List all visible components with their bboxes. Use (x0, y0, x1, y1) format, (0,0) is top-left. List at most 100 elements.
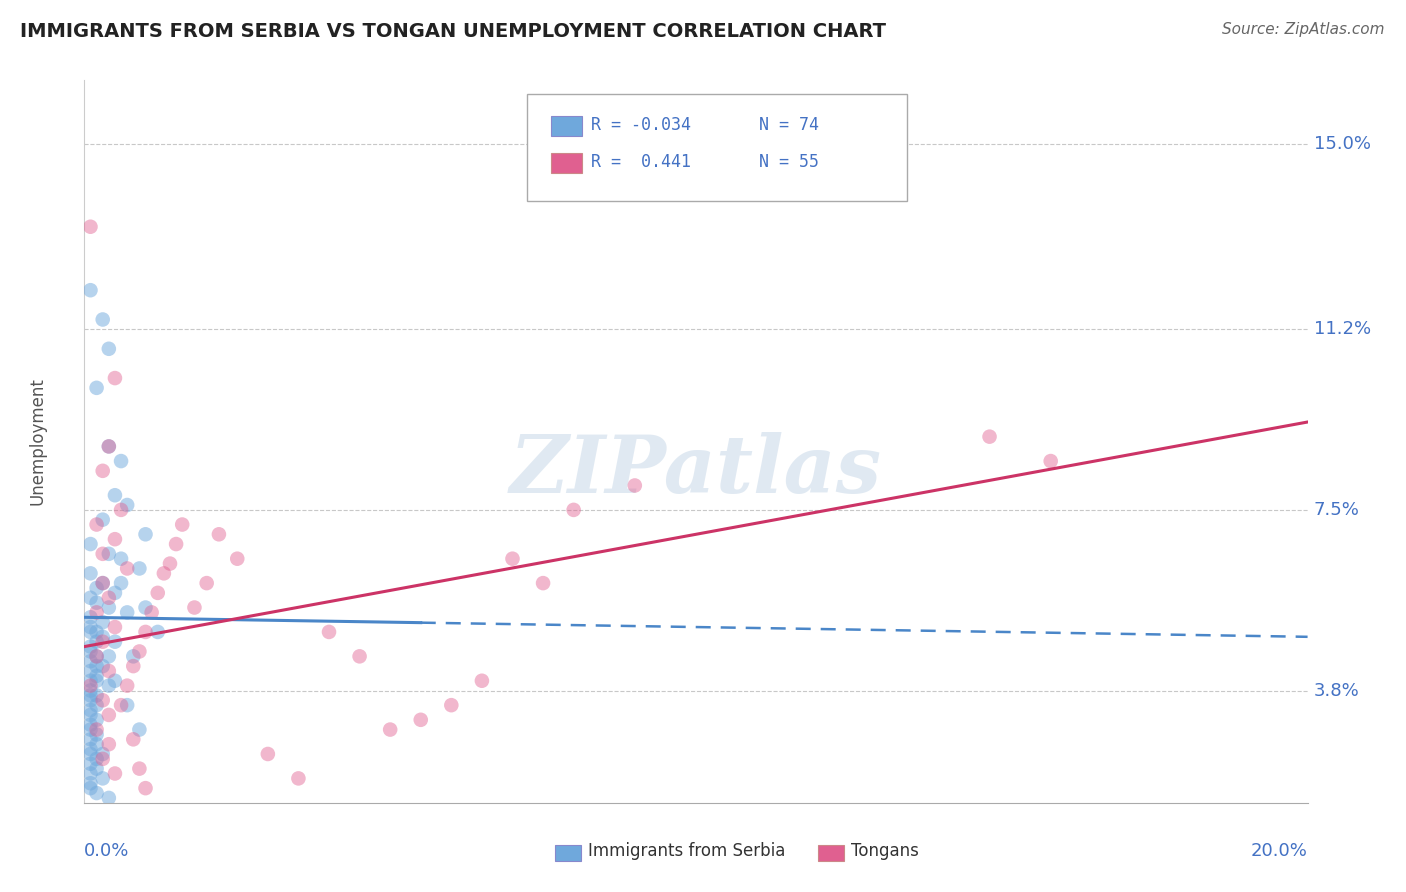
Point (471, 673, 494, 688)
Point (91, 464, 114, 478)
Point (110, 576, 132, 591)
Point (115, 498, 138, 512)
Point (86, 713, 108, 727)
Point (86, 689, 108, 703)
Point (91, 630, 114, 644)
Point (141, 606, 163, 620)
Point (86, 723, 108, 737)
Point (79, 766, 101, 780)
Text: N = 74: N = 74 (759, 116, 820, 134)
Text: 3.8%: 3.8% (1313, 681, 1360, 699)
Point (91, 312, 114, 326)
Point (91, 752, 114, 766)
Point (79, 707, 101, 722)
Point (97, 439, 120, 453)
Point (91, 747, 114, 761)
Point (110, 454, 132, 468)
Point (79, 624, 101, 639)
Point (110, 551, 132, 566)
Point (115, 606, 138, 620)
Point (86, 659, 108, 673)
Point (104, 634, 127, 648)
Text: Immigrants from Serbia: Immigrants from Serbia (588, 842, 785, 860)
Point (159, 557, 181, 571)
Point (91, 576, 114, 591)
Point (104, 532, 127, 546)
Point (380, 723, 402, 737)
Point (97, 664, 120, 678)
Point (79, 781, 101, 796)
Point (79, 283, 101, 297)
Point (91, 659, 114, 673)
Point (79, 654, 101, 668)
Point (79, 640, 101, 654)
Text: Source: ZipAtlas.com: Source: ZipAtlas.com (1222, 22, 1385, 37)
Point (79, 673, 101, 688)
Point (165, 537, 187, 551)
Point (86, 649, 108, 664)
Point (110, 698, 132, 713)
Text: R = -0.034: R = -0.034 (591, 116, 690, 134)
Point (91, 772, 114, 786)
Point (562, 503, 585, 517)
Point (79, 703, 101, 717)
Point (79, 747, 101, 761)
Point (86, 737, 108, 751)
Point (104, 620, 127, 634)
Point (79, 219, 101, 234)
Point (86, 673, 108, 688)
Point (128, 723, 150, 737)
Point (97, 342, 120, 356)
Point (97, 679, 120, 693)
Point (115, 679, 138, 693)
Text: ZIPatlas: ZIPatlas (510, 432, 882, 509)
Point (86, 669, 108, 683)
Point (79, 610, 101, 624)
Point (104, 766, 127, 780)
Point (79, 537, 101, 551)
Point (115, 561, 138, 575)
Point (97, 791, 120, 805)
Point (624, 478, 647, 492)
Point (122, 732, 145, 747)
Point (79, 693, 101, 707)
Point (79, 679, 101, 693)
Point (97, 737, 120, 751)
Text: 20.0%: 20.0% (1251, 842, 1308, 860)
Point (79, 644, 101, 658)
Point (257, 747, 280, 761)
Point (86, 698, 108, 713)
Point (79, 664, 101, 678)
Point (91, 547, 114, 561)
Text: 7.5%: 7.5% (1313, 501, 1360, 519)
Point (91, 693, 114, 707)
Point (115, 698, 138, 713)
Point (97, 707, 120, 722)
Point (104, 673, 127, 688)
Point (104, 371, 127, 385)
Point (122, 649, 145, 664)
Point (104, 488, 127, 502)
Point (79, 717, 101, 731)
Text: R =  0.441: R = 0.441 (591, 153, 690, 171)
Point (135, 781, 157, 796)
Point (79, 756, 101, 771)
Point (86, 752, 108, 766)
Point (1039, 454, 1062, 468)
Point (128, 561, 150, 575)
Point (86, 786, 108, 800)
Point (979, 430, 1001, 444)
Point (97, 600, 120, 615)
Point (287, 772, 309, 786)
Point (195, 576, 218, 591)
Point (91, 576, 114, 591)
Point (349, 649, 371, 664)
Point (79, 742, 101, 756)
Point (86, 517, 108, 532)
Point (440, 698, 463, 713)
Point (135, 600, 157, 615)
Point (86, 624, 108, 639)
Point (110, 503, 132, 517)
Point (208, 527, 231, 541)
Point (172, 517, 194, 532)
